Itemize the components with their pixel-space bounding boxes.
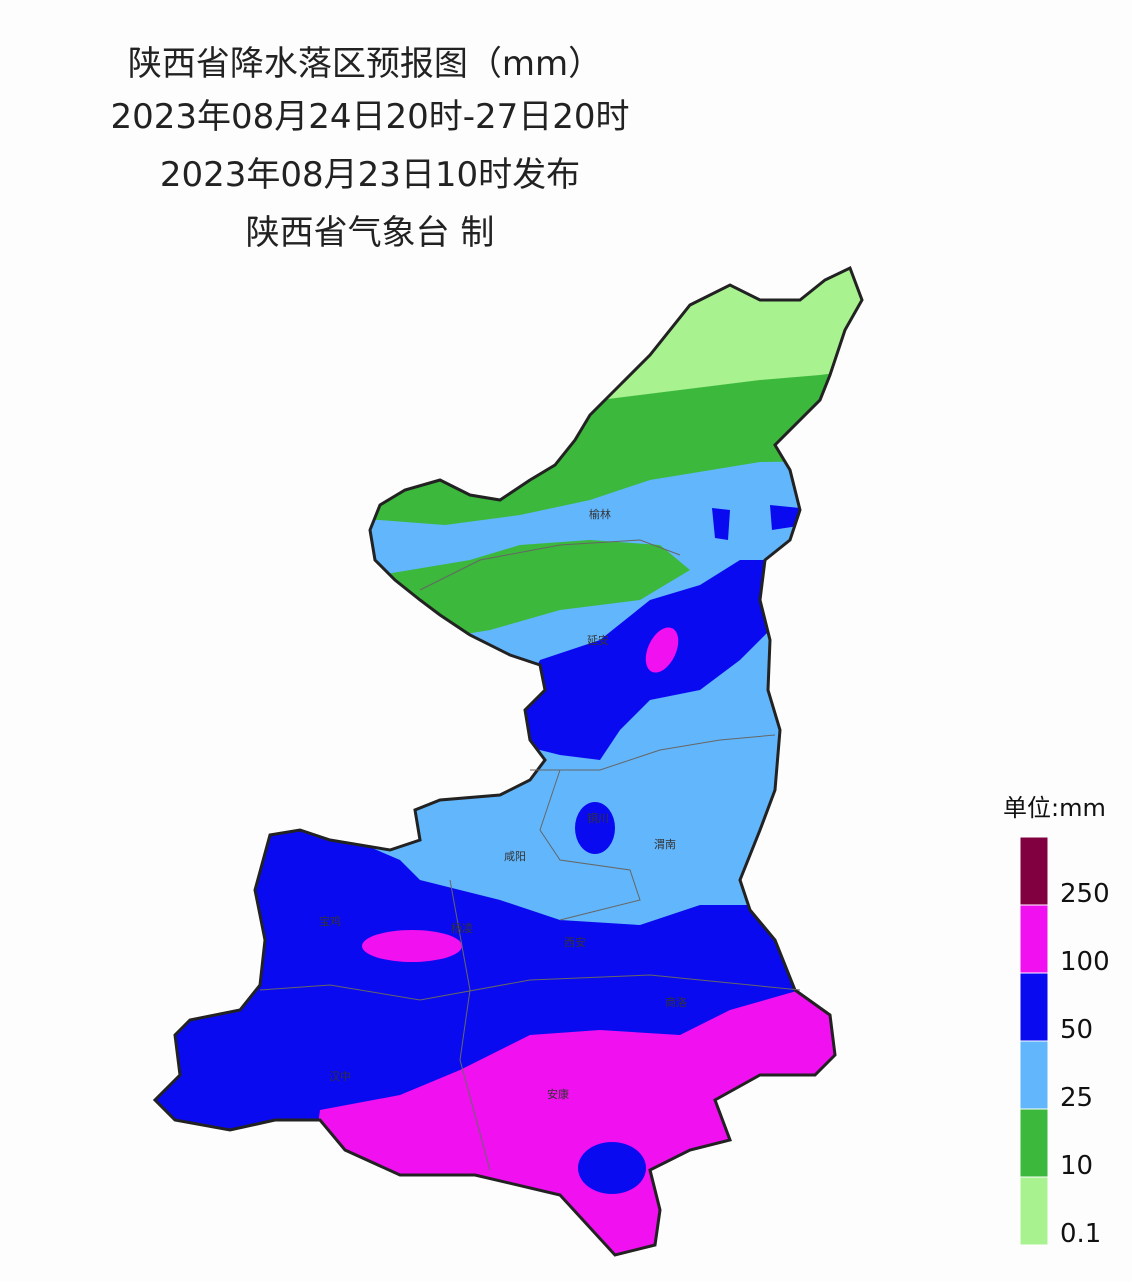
city-label: 安康 — [547, 1087, 569, 1101]
issued: 2023年08月23日10时发布 — [160, 155, 580, 195]
producer: 陕西省气象台 制 — [246, 213, 495, 253]
legend-label: 50 — [1060, 1015, 1093, 1045]
legend-swatch — [1019, 972, 1049, 1042]
city-label: 铜川 — [587, 811, 609, 825]
area-50-100 — [712, 508, 730, 540]
city-label: 榆林 — [589, 507, 611, 521]
area-50-100 — [578, 1142, 646, 1194]
area-50-100 — [575, 802, 615, 854]
area-50-100 — [520, 560, 770, 760]
legend-label: 250 — [1060, 879, 1110, 909]
title: 陕西省降水落区预报图（mm） — [128, 44, 602, 84]
legend-label: 25 — [1060, 1083, 1093, 1113]
city-label: 宝鸡 — [319, 914, 341, 928]
legend-swatch — [1019, 1040, 1049, 1110]
city-label: 商洛 — [665, 995, 687, 1009]
legend-swatch — [1019, 836, 1049, 906]
legend-label: 100 — [1060, 947, 1110, 977]
legend-swatch — [1019, 1108, 1049, 1178]
city-label: 延安 — [587, 633, 609, 647]
legend-label: 10 — [1060, 1151, 1093, 1181]
legend-unit: 单位:mm — [1003, 794, 1106, 822]
city-label: 西安 — [564, 935, 586, 949]
city-borders — [259, 539, 801, 1171]
period: 2023年08月24日20时-27日20时 — [110, 97, 629, 137]
legend-label: 0.1 — [1060, 1219, 1101, 1249]
city-label: 咸阳 — [504, 850, 526, 863]
legend: 0.1 10 25 50 100 250 — [1019, 836, 1110, 1249]
legend-swatch — [1019, 1176, 1049, 1246]
legend-swatch — [1019, 904, 1049, 974]
city-label: 杨凌 — [451, 921, 473, 935]
city-label: 汉中 — [329, 1070, 351, 1083]
area-100-250 — [645, 627, 679, 673]
area-100-250 — [362, 930, 462, 962]
city-label: 渭南 — [654, 838, 676, 851]
